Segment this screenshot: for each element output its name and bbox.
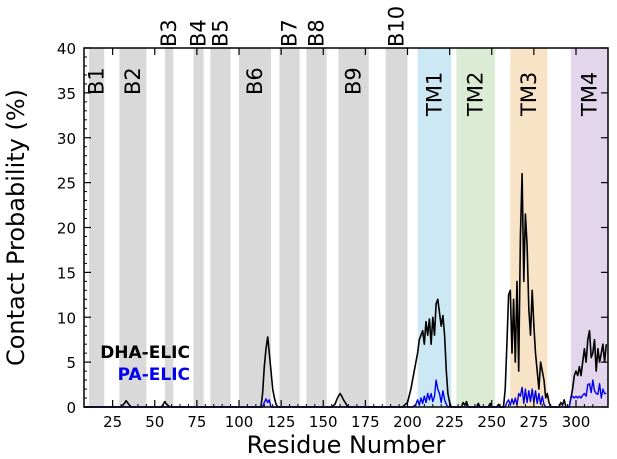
region-bands: [89, 48, 608, 407]
x-tick-label: 50: [145, 413, 164, 431]
y-tick-label: 25: [57, 175, 76, 193]
legend-entry-pa-elic: PA-ELIC: [118, 365, 190, 385]
region-label-b2: B2: [121, 67, 145, 95]
region-band-tm2: [456, 48, 496, 407]
region-label-b1: B1: [85, 67, 109, 95]
y-tick-label: 10: [57, 309, 76, 327]
region-label-b7: B7: [278, 19, 302, 47]
region-label-b5: B5: [208, 19, 232, 47]
y-tick-label: 15: [57, 264, 76, 282]
region-band-b8: [306, 48, 327, 407]
x-tick-label: 225: [435, 413, 464, 431]
x-tick-label: 200: [393, 413, 422, 431]
y-tick-label: 40: [57, 40, 76, 58]
region-band-tm3: [510, 48, 548, 407]
region-label-b10: B10: [385, 6, 409, 47]
region-band-b4: [193, 48, 204, 407]
region-label-b4: B4: [187, 19, 211, 47]
y-axis-title: Contact Probability (%): [2, 89, 30, 366]
region-band-b3: [164, 48, 174, 407]
region-label-tm3: TM3: [517, 72, 541, 117]
x-tick-label: 275: [520, 413, 549, 431]
region-band-b7: [279, 48, 300, 407]
x-tick-label: 300: [562, 413, 591, 431]
region-band-b10: [385, 48, 408, 407]
x-tick-label: 125: [267, 413, 296, 431]
region-label-tm4: TM4: [577, 72, 601, 117]
region-label-b9: B9: [342, 67, 366, 95]
region-label-b8: B8: [305, 19, 329, 47]
legend: DHA-ELIC PA-ELIC: [100, 343, 190, 385]
region-label-tm1: TM1: [422, 72, 446, 117]
x-tick-label: 175: [351, 413, 380, 431]
region-band-b5: [210, 48, 231, 407]
y-tick-label: 5: [66, 354, 76, 372]
region-label-tm2: TM2: [464, 72, 488, 117]
x-tick-label: 150: [309, 413, 338, 431]
x-tick-label: 250: [477, 413, 506, 431]
region-label-b3: B3: [157, 19, 181, 47]
region-band-b2: [119, 48, 147, 407]
x-axis-title: Residue Number: [247, 431, 446, 459]
y-tick-label: 30: [57, 130, 76, 148]
region-band-b1: [89, 48, 105, 407]
series-line-pa-elic: [84, 379, 607, 408]
x-tick-label: 75: [187, 413, 206, 431]
x-tick-label: 100: [225, 413, 254, 431]
y-tick-label: 20: [57, 220, 76, 238]
legend-entry-dha-elic: DHA-ELIC: [100, 343, 190, 363]
y-tick-label: 0: [66, 399, 76, 417]
y-tick-label: 35: [57, 85, 76, 103]
region-band-b9: [338, 48, 369, 407]
axis-ticks: 25 50 75 100 125 150 175 200 225 250 275 300 0 5 10 15 2…: [57, 40, 608, 431]
x-tick-label: 25: [103, 413, 122, 431]
region-label-b6: B6: [243, 67, 267, 95]
